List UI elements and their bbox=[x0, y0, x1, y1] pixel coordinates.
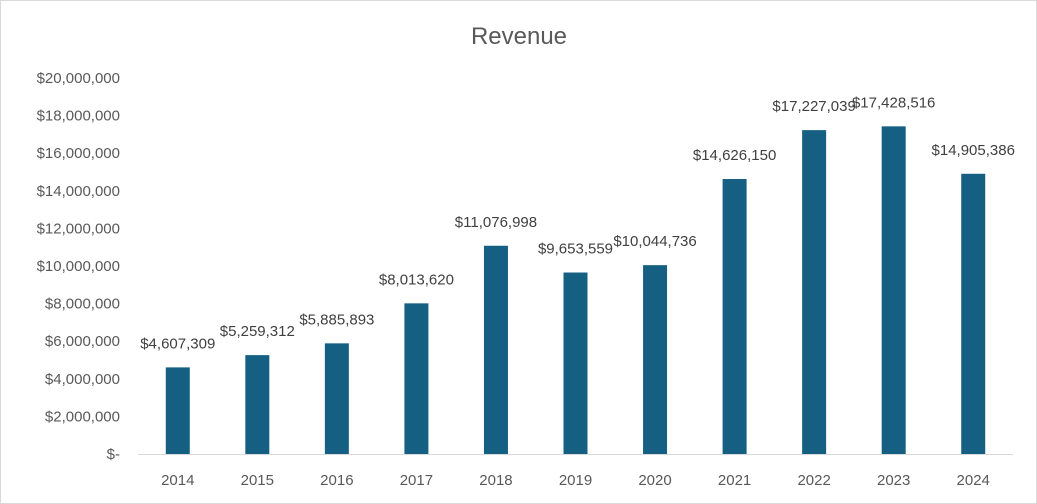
x-tick-label: 2024 bbox=[957, 472, 990, 489]
y-tick-label: $20,000,000 bbox=[37, 70, 120, 87]
x-tick-label: 2023 bbox=[877, 472, 910, 489]
x-tick-label: 2015 bbox=[241, 472, 274, 489]
data-label-2023: $17,428,516 bbox=[852, 94, 935, 111]
bar-2020 bbox=[643, 265, 668, 454]
data-label-2021: $14,626,150 bbox=[693, 147, 776, 164]
x-axis-tick-labels: 2014 2015 2016 2017 2018 2019 2020 2021 2022 2023… bbox=[161, 472, 990, 489]
y-tick-label: $- bbox=[107, 446, 120, 463]
y-tick-label: $16,000,000 bbox=[37, 145, 120, 162]
data-label-2014: $4,607,309 bbox=[140, 335, 215, 352]
y-tick-label: $2,000,000 bbox=[45, 408, 120, 425]
bar-2018 bbox=[483, 245, 508, 454]
y-tick-label: $18,000,000 bbox=[37, 108, 120, 125]
chart-title: Revenue bbox=[471, 23, 567, 50]
x-tick-label: 2017 bbox=[400, 472, 433, 489]
x-tick-label: 2022 bbox=[797, 472, 830, 489]
y-tick-label: $10,000,000 bbox=[37, 258, 120, 275]
x-tick-label: 2016 bbox=[320, 472, 353, 489]
data-label-2015: $5,259,312 bbox=[220, 323, 295, 340]
bar-series bbox=[165, 126, 986, 455]
data-label-2019: $9,653,559 bbox=[538, 241, 613, 258]
x-tick-label: 2021 bbox=[718, 472, 751, 489]
bar-2017 bbox=[404, 303, 429, 454]
y-tick-label: $14,000,000 bbox=[37, 183, 120, 200]
y-tick-label: $6,000,000 bbox=[45, 333, 120, 350]
y-tick-label: $12,000,000 bbox=[37, 220, 120, 237]
data-label-2017: $8,013,620 bbox=[379, 271, 454, 288]
x-tick-label: 2020 bbox=[638, 472, 671, 489]
data-label-2018: $11,076,998 bbox=[455, 214, 537, 231]
x-tick-label: 2019 bbox=[559, 472, 592, 489]
data-label-2020: $10,044,736 bbox=[613, 233, 696, 250]
data-label-2024: $14,905,386 bbox=[932, 142, 1015, 159]
x-tick-label: 2018 bbox=[479, 472, 512, 489]
data-label-2022: $17,227,039 bbox=[772, 98, 855, 115]
bar-2014 bbox=[165, 367, 190, 454]
bar-2024 bbox=[961, 173, 986, 454]
bar-2021 bbox=[722, 179, 747, 454]
y-tick-label: $8,000,000 bbox=[45, 296, 120, 313]
data-label-2016: $5,885,893 bbox=[299, 311, 374, 328]
bar-2016 bbox=[324, 343, 349, 454]
bar-2022 bbox=[802, 130, 827, 455]
y-axis-tick-labels: $- $2,000,000 $4,000,000 $6,000,000 $8,000,0… bbox=[37, 70, 120, 463]
data-labels: $4,607,309 $5,259,312$5,885,893 $8,013,620… bbox=[140, 94, 1015, 352]
y-tick-label: $4,000,000 bbox=[45, 371, 120, 388]
bar-2019 bbox=[563, 272, 588, 454]
x-tick-label: 2014 bbox=[161, 472, 194, 489]
bar-2015 bbox=[245, 355, 270, 454]
bar-2023 bbox=[881, 126, 906, 454]
